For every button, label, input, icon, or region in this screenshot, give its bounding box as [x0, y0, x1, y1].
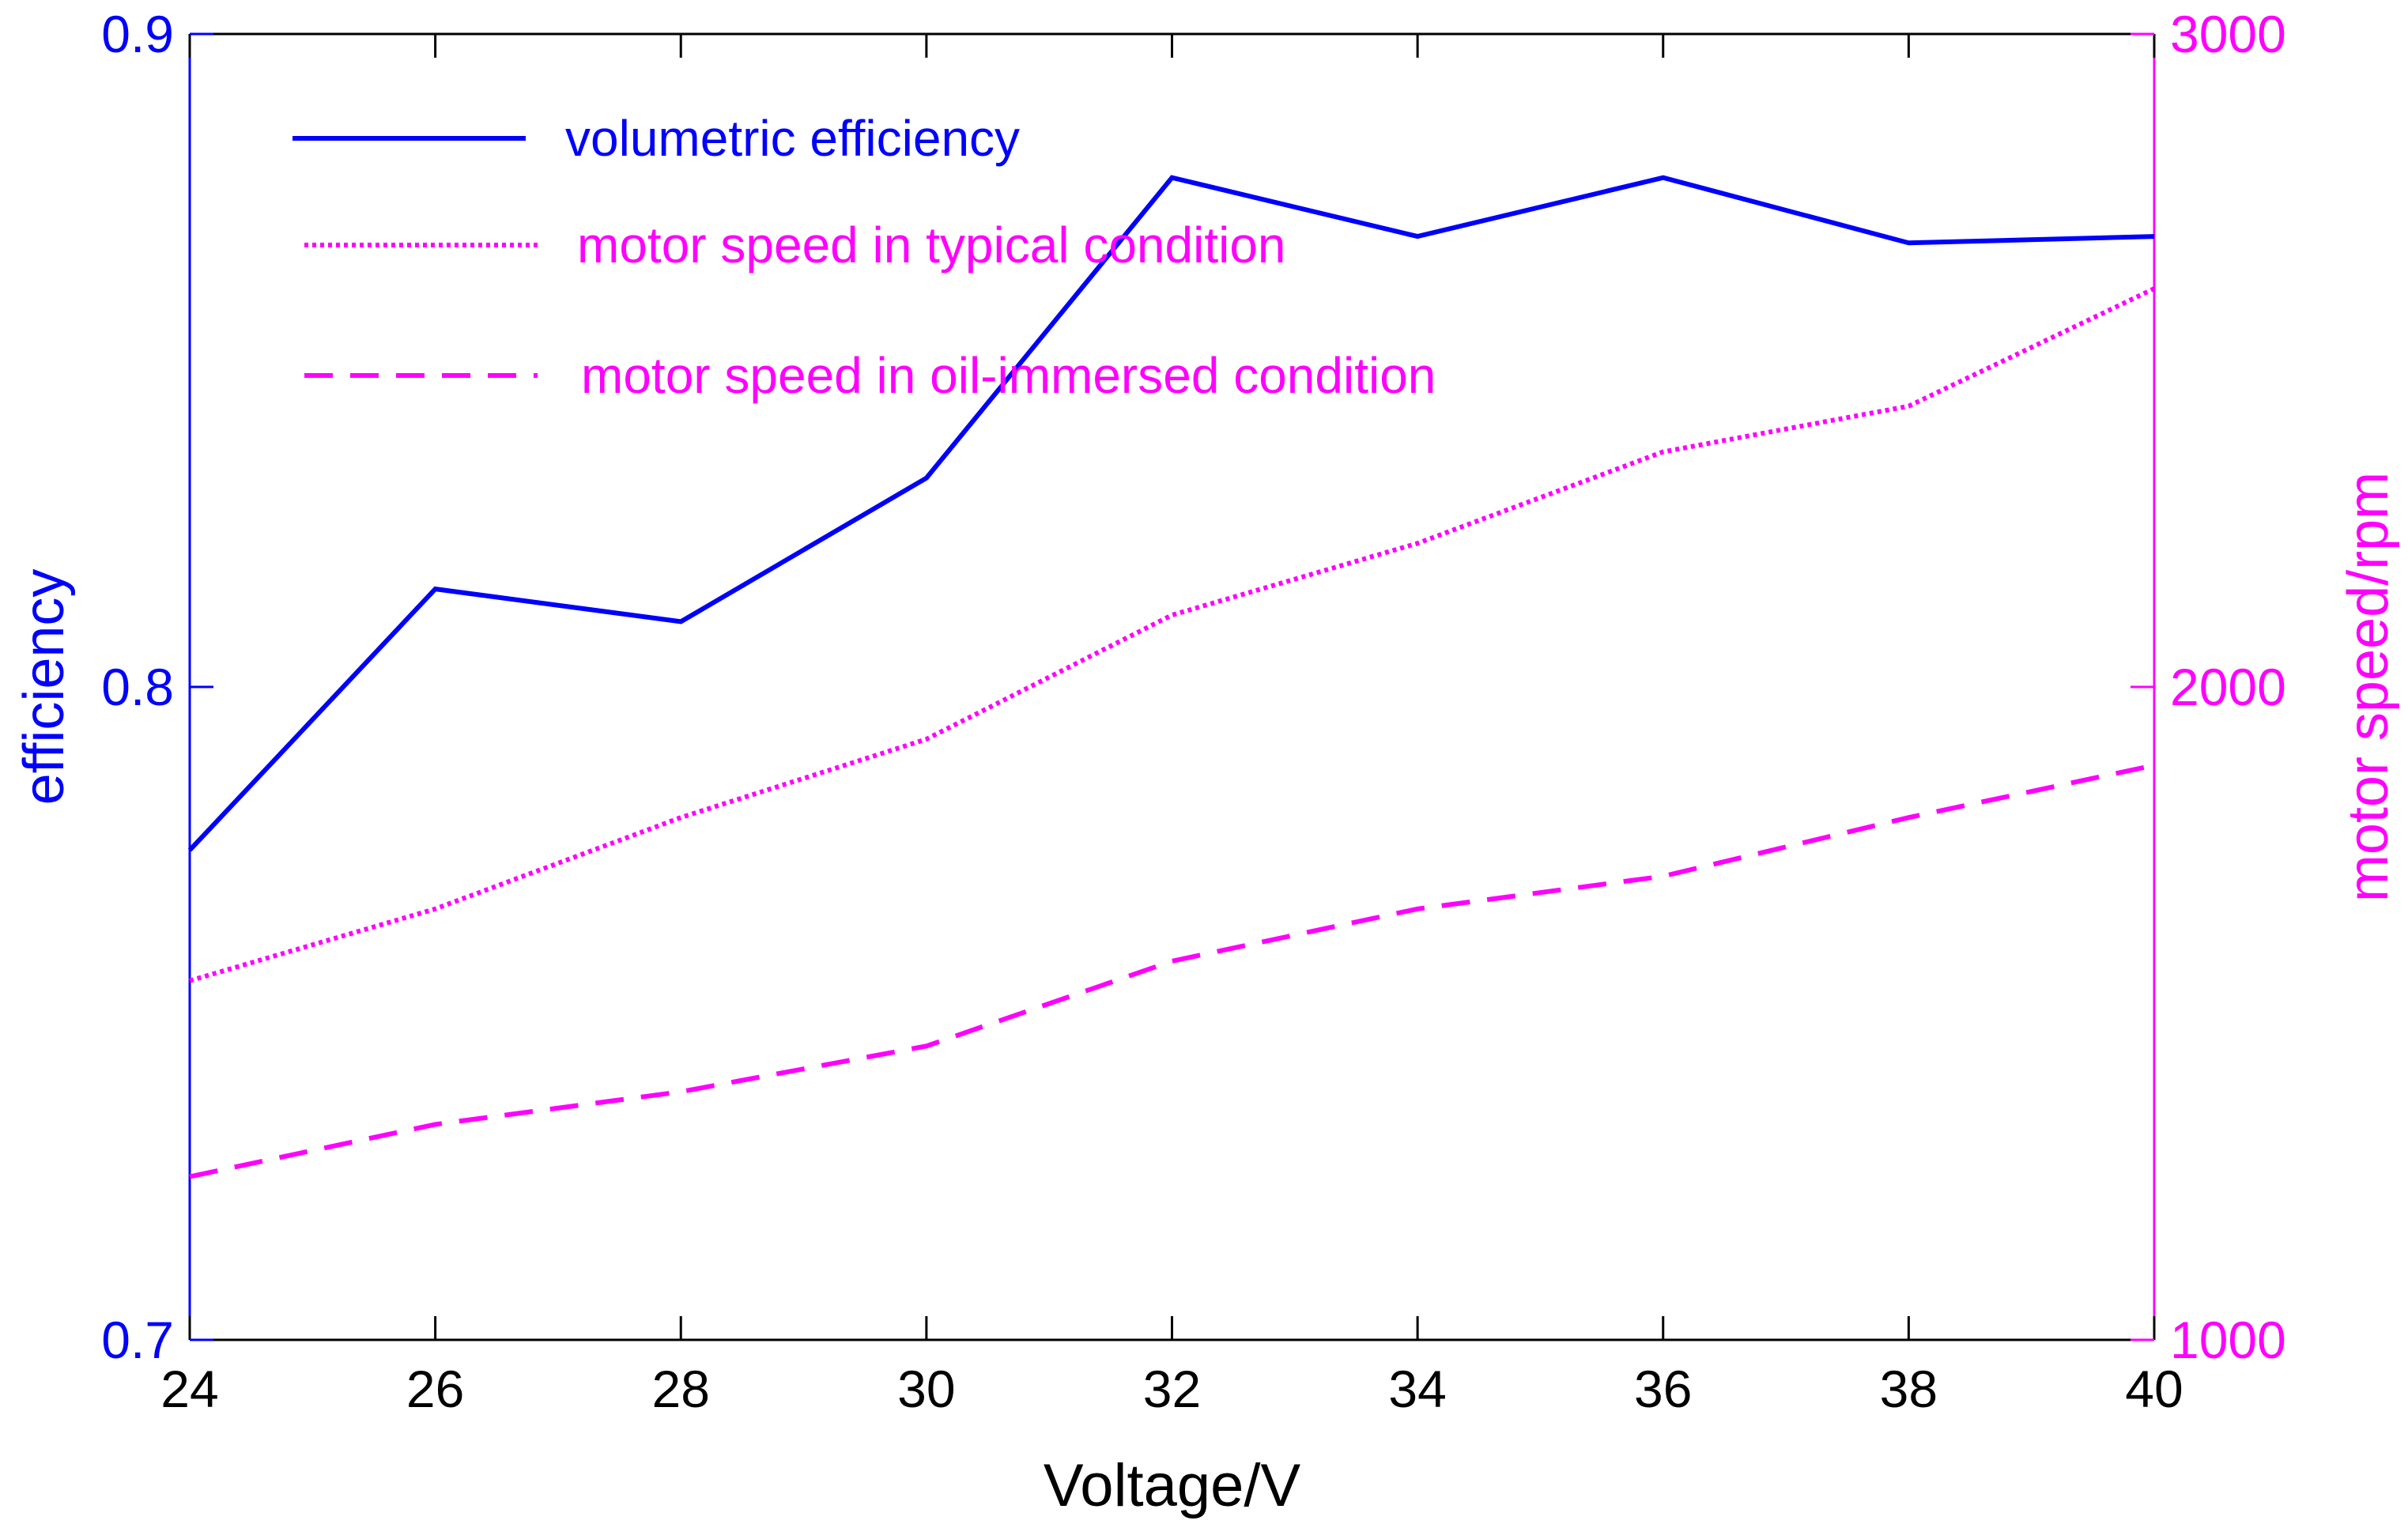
axes-layer: 24 26 28 30 32 34 36 38 40 0.7 0.8 0.9 1000 2000 3000 V…: [13, 5, 2400, 1519]
right-y-tick-label: 3000: [2170, 5, 2286, 63]
legend-label-1: volumetric efficiency: [565, 110, 1020, 167]
x-tick-label: 40: [2125, 1360, 2183, 1418]
left-y-tick-label: 0.8: [101, 658, 174, 716]
left-y-axis-title: efficiency: [13, 569, 76, 806]
series-line-3: [189, 763, 2155, 1179]
left-y-tick-label: 0.9: [101, 5, 174, 63]
x-axis-title: Voltage/V: [1044, 1452, 1301, 1519]
legend: volumetric efficiency motor speed in typi…: [293, 110, 1436, 404]
x-tick-label: 38: [1880, 1360, 1938, 1418]
right-y-tick-label: 2000: [2170, 658, 2286, 716]
right-y-axis-title: motor speed/rpm: [2337, 472, 2400, 902]
left-y-tick-label: 0.7: [101, 1311, 174, 1369]
x-tick-label: 26: [406, 1360, 464, 1418]
x-tick-label: 34: [1388, 1360, 1446, 1418]
right-y-tick-label: 1000: [2170, 1311, 2286, 1369]
x-tick-label: 30: [897, 1360, 955, 1418]
series-line-1: [187, 175, 2155, 852]
x-tick-label: 32: [1143, 1360, 1201, 1418]
legend-label-2: motor speed in typical condition: [577, 217, 1286, 274]
series-layer: [187, 175, 2156, 1179]
x-tick-label: 24: [160, 1360, 218, 1418]
x-tick-label: 28: [652, 1360, 710, 1418]
series-line-2: [189, 286, 2156, 983]
legend-label-3: motor speed in oil-immersed condition: [581, 347, 1436, 404]
x-tick-label: 36: [1634, 1360, 1692, 1418]
